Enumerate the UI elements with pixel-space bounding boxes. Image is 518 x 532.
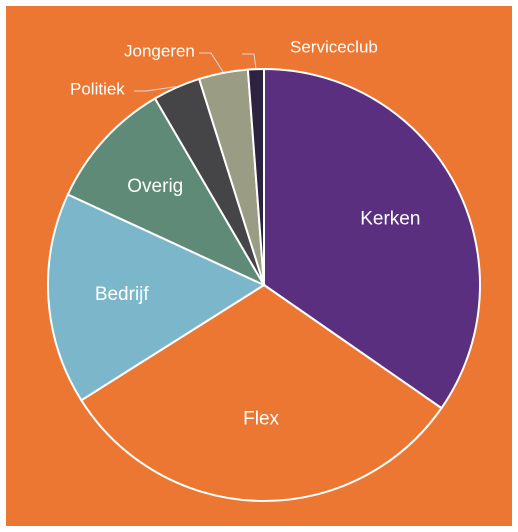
leader-line-jongeren bbox=[199, 52, 224, 73]
pie-slice-bedrijf bbox=[47, 193, 267, 402]
slice-label-bedrijf: Bedrijf bbox=[95, 284, 150, 305]
slice-label-overig: Overig bbox=[127, 176, 183, 197]
leader-line-serviceclub bbox=[242, 53, 257, 69]
chart-area: Kerken Flex Bedrijf Overig Politiek Jongeren S… bbox=[6, 6, 512, 526]
pie-chart: Kerken Flex Bedrijf Overig Politiek Jongeren S… bbox=[6, 6, 512, 526]
slice-label-jongeren: Jongeren bbox=[124, 42, 195, 61]
leader-line-politiek bbox=[134, 86, 177, 92]
slice-label-serviceclub: Serviceclub bbox=[290, 38, 378, 57]
slice-label-flex: Flex bbox=[243, 408, 279, 429]
pie-slice-kerken bbox=[263, 67, 481, 410]
pie-slice-serviceclub bbox=[246, 67, 265, 286]
slice-label-kerken: Kerken bbox=[360, 208, 420, 229]
pie-slice-overig bbox=[66, 97, 267, 288]
pie-slice-flex bbox=[79, 283, 443, 502]
slice-label-politiek: Politiek bbox=[70, 80, 125, 99]
